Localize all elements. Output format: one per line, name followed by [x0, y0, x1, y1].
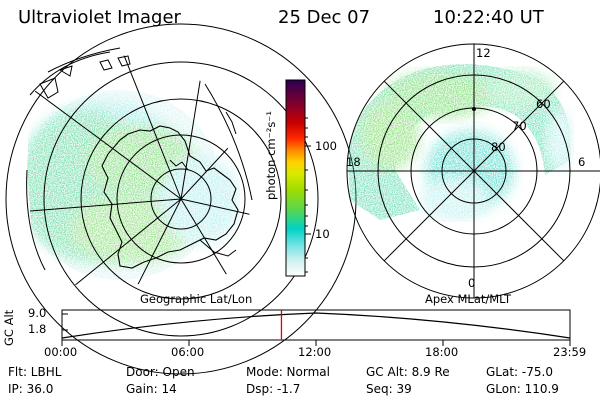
info-gain: Gain: 14: [126, 382, 177, 396]
islands: [39, 55, 131, 99]
time-label: 10:22:40 UT: [433, 7, 544, 28]
info-filter: Flt: LBHL: [8, 365, 62, 379]
timeline-y-tick-max: 9.0: [28, 306, 47, 320]
mag-mlt-lines: [347, 44, 600, 298]
colorbar: [285, 79, 306, 277]
timeline-x-tick-1200: 12:00: [298, 345, 332, 359]
info-ip: IP: 36.0: [8, 382, 54, 396]
mag-map-caption: Apex MLat/MLT: [425, 292, 512, 306]
timeline-y-axis-label: GC Alt: [2, 309, 16, 346]
timeline-x-tick-0000: 00:00: [44, 345, 78, 359]
timeline-x-tick-1800: 18:00: [425, 345, 459, 359]
colorbar-tick-100: 100: [315, 139, 337, 153]
geo-auroral-emission: [27, 90, 240, 280]
geo-map-caption: Geographic Lat/Lon: [140, 292, 253, 306]
mlt-label-6: 6: [578, 155, 586, 169]
islands-east: [225, 111, 237, 135]
geographic-map: [5, 23, 357, 375]
colorbar-tick-10: 10: [315, 227, 330, 241]
timeline-y-tick-min: 1.8: [28, 322, 47, 336]
info-seq: Seq: 39: [366, 382, 412, 396]
info-door: Door: Open: [126, 365, 195, 379]
timeline-x-tick-2359: 23:59: [553, 345, 587, 359]
colorbar-ticks: [305, 117, 311, 273]
magnetic-map: [346, 43, 600, 299]
geo-latitude-circles: [5, 23, 357, 375]
info-glat: GLat: -75.0: [486, 365, 553, 379]
ross-shelf-detail: [169, 159, 189, 171]
colorbar-unit-label: photon cm⁻²s⁻¹: [264, 111, 278, 200]
lat-label-80: 80: [491, 140, 506, 154]
instrument-title: Ultraviolet Imager: [18, 7, 181, 28]
mlt-label-0: 0: [468, 276, 476, 290]
geo-meridians: [27, 55, 258, 285]
date-label: 25 Dec 07: [278, 7, 371, 28]
lat-label-60: 60: [536, 97, 551, 111]
antarctica-coastline: [101, 125, 239, 269]
info-mode: Mode: Normal: [246, 365, 330, 379]
mlt-label-12: 12: [476, 46, 491, 60]
timeline-frame: [61, 309, 571, 341]
timeline-x-tick-0600: 06:00: [171, 345, 205, 359]
mag-lat-markers: [472, 107, 476, 111]
altitude-curve: [61, 312, 571, 339]
info-glon: GLon: 110.9: [486, 382, 559, 396]
coast-detail: [199, 239, 237, 257]
lat-label-70: 70: [512, 119, 527, 133]
geo-limb: [26, 47, 253, 271]
timeline-ticks: [61, 313, 571, 346]
mlt-label-18: 18: [346, 155, 361, 169]
info-gc-alt: GC Alt: 8.9 Re: [366, 365, 450, 379]
info-dsp: Dsp: -1.7: [246, 382, 301, 396]
